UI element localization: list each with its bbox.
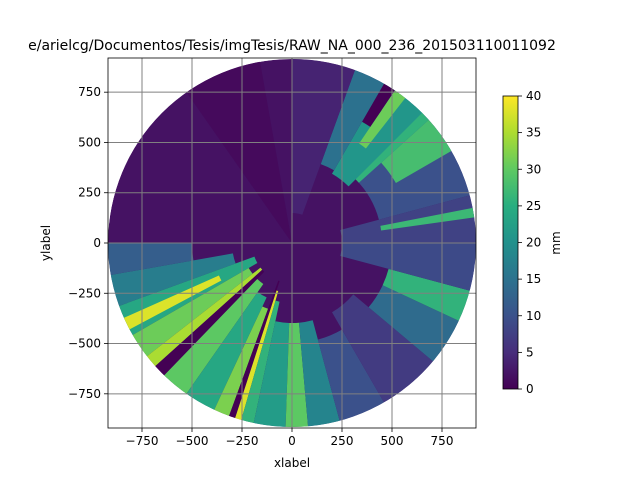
colorbar-tick-label-2: 10 [526,309,541,323]
chart-title: e/arielcg/Documentos/Tesis/imgTesis/RAW_… [28,38,556,54]
radar-sector-23 [240,300,280,427]
radar-sector-26 [298,320,341,427]
y-tick-label-1: −500 [68,337,101,351]
x-tick-label-0: −750 [126,434,159,448]
x-tick-label-1: −500 [176,434,209,448]
radar-sector-24 [252,321,290,427]
y-axis-ticks: −750 −500 −250 0 250 500 750 [68,85,108,401]
radar-sector-19 [184,292,267,414]
y-axis-label: ylabel [39,225,53,261]
radar-sector-31 [340,243,476,292]
colorbar: 0 5 10 15 20 25 30 35 40 mm [502,89,563,396]
colorbar-tick-label-3: 15 [526,272,541,286]
radar-sector-11 [108,243,194,276]
colorbar-tick-label-6: 30 [526,162,541,176]
x-axis-label: xlabel [274,456,310,470]
radar-sector-10 [184,59,292,243]
x-tick-label-5: 500 [381,434,404,448]
x-axis-ticks: −750 −500 −250 0 250 500 750 [126,428,454,448]
y-tick-label-5: 500 [78,135,101,149]
grid [108,58,476,428]
radar-sector-0 [340,194,476,243]
colorbar-tick-label-7: 35 [526,126,541,140]
colorbar-tick-label-0: 0 [526,382,534,396]
colorbar-tick-label-5: 25 [526,199,541,213]
radar-sector-15 [129,268,253,359]
colorbar-tick-label-1: 5 [526,345,534,359]
radar-sector-5 [332,80,425,187]
x-tick-label-2: −250 [226,434,259,448]
radar-sector-9 [292,59,357,215]
colorbar-tick-label-8: 40 [526,89,541,103]
y-tick-label-4: 250 [78,186,101,200]
radar-sector-1 [380,207,476,231]
radar-sector-6 [359,87,408,149]
y-tick-label-3: 0 [93,236,101,250]
colorbar-gradient [502,95,519,390]
x-tick-label-6: 750 [431,434,454,448]
radar-sector-14 [120,275,222,332]
radar-sector-28 [332,294,436,406]
x-tick-label-4: 250 [331,434,354,448]
colorbar-ticks: 0 5 10 15 20 25 30 35 40 [518,89,541,396]
x-tick-label-3: 0 [288,434,296,448]
radar-sector-3 [381,117,455,183]
radar-sector-21 [227,280,280,422]
radar-sector-27 [317,329,386,425]
radar-sector-22 [234,290,279,424]
radar-sector-25 [285,322,309,427]
colorbar-label: mm [549,231,563,254]
y-tick-label-6: 750 [78,85,101,99]
y-tick-label-0: −750 [68,387,101,401]
radar-sector-20 [212,306,269,420]
colorbar-tick-label-4: 20 [526,236,541,250]
radar-sector-17 [152,269,265,379]
y-tick-label-2: −250 [68,286,101,300]
radar-sector-30 [382,268,474,323]
radar-sector-18 [161,278,264,397]
